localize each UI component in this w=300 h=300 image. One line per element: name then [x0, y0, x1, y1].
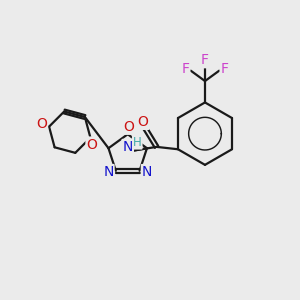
- Text: N: N: [122, 140, 133, 154]
- Text: N: N: [103, 165, 114, 179]
- Text: O: O: [137, 115, 148, 129]
- Text: F: F: [201, 53, 209, 67]
- Text: O: O: [124, 120, 134, 134]
- Text: F: F: [182, 62, 189, 76]
- Text: N: N: [142, 165, 152, 179]
- Text: O: O: [86, 137, 97, 152]
- Text: O: O: [36, 117, 47, 131]
- Text: F: F: [220, 62, 229, 76]
- Text: H: H: [133, 136, 142, 148]
